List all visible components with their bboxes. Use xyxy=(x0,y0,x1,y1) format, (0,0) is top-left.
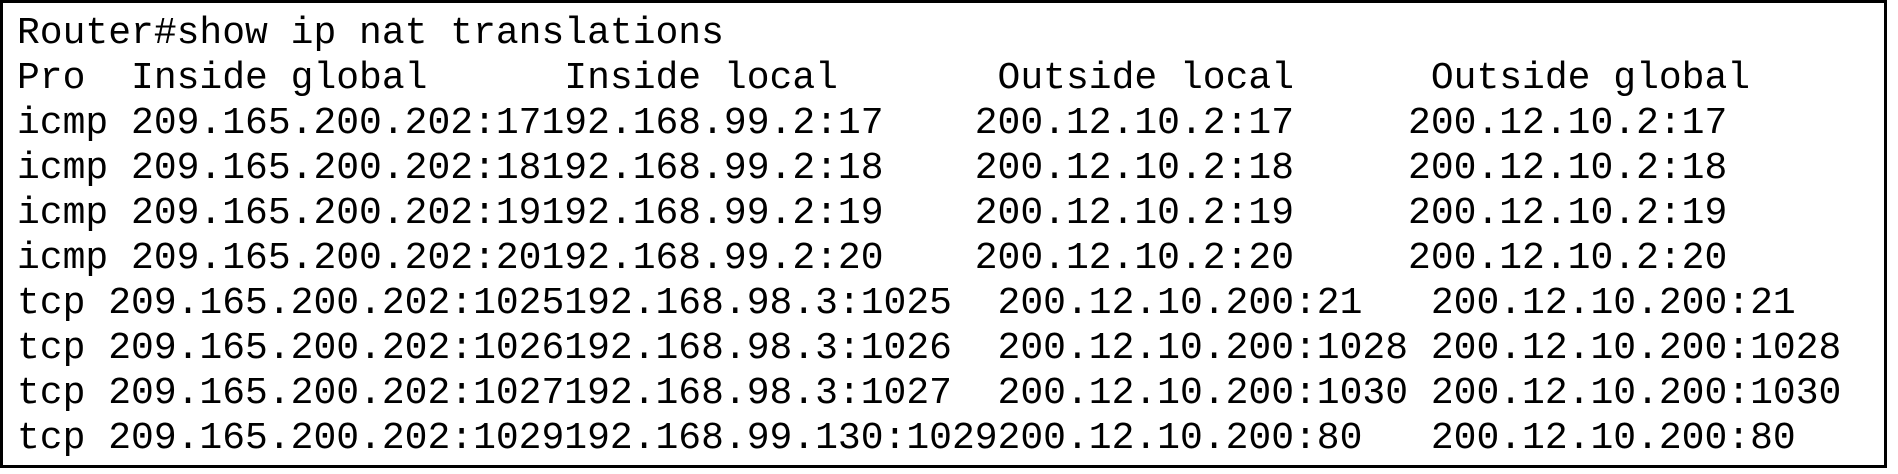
command-line: Router#show ip nat translations xyxy=(17,12,724,55)
table-row: icmp 209.165.200.202:19192.168.99.2:19 2… xyxy=(17,192,1728,235)
table-row: tcp 209.165.200.202:1025192.168.98.3:102… xyxy=(17,282,1796,325)
table-row: icmp 209.165.200.202:18192.168.99.2:18 2… xyxy=(17,147,1728,190)
table-row: tcp 209.165.200.202:1027192.168.98.3:102… xyxy=(17,372,1842,415)
table-row: tcp 209.165.200.202:1029192.168.99.130:1… xyxy=(17,417,1796,460)
table-row: tcp 209.165.200.202:1026192.168.98.3:102… xyxy=(17,327,1842,370)
table-row: icmp 209.165.200.202:20192.168.99.2:20 2… xyxy=(17,237,1728,280)
table-header: Pro Inside global Inside local Outside l… xyxy=(17,57,1751,100)
table-row: icmp 209.165.200.202:17192.168.99.2:17 2… xyxy=(17,102,1728,145)
